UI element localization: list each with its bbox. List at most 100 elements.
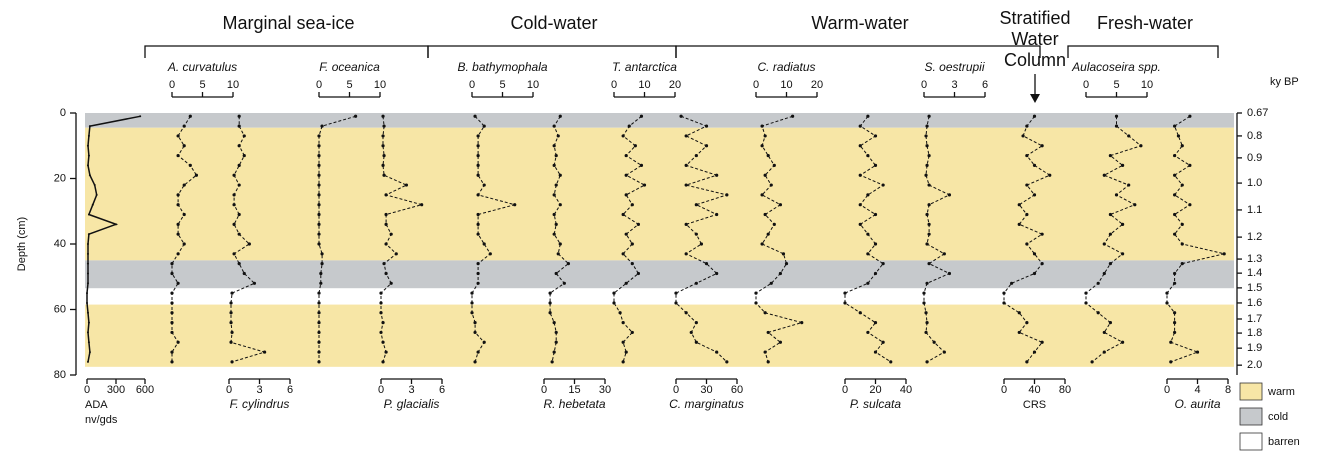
x-tick-label: 0 (169, 79, 175, 91)
data-point (725, 193, 729, 197)
x-tick-label: 80 (1059, 384, 1071, 396)
panel-name: F. oceanica (319, 60, 380, 74)
data-point (182, 144, 186, 148)
age-tick-label: 1.6 (1247, 297, 1262, 309)
data-point (1133, 203, 1137, 207)
data-point (1032, 252, 1037, 256)
data-point (791, 114, 795, 118)
data-point (684, 163, 688, 167)
group-bracket (1067, 45, 1219, 58)
data-point (476, 134, 480, 138)
data-point (232, 193, 236, 197)
data-point (1108, 153, 1112, 158)
data-point (87, 341, 90, 344)
data-point (482, 124, 486, 128)
data-point (554, 222, 558, 226)
x-tick-label: 300 (107, 384, 125, 396)
x-tick-label: 0 (1001, 384, 1007, 396)
data-point (1169, 340, 1173, 344)
data-point (873, 212, 878, 217)
x-tick-label: 600 (136, 384, 154, 396)
data-point (558, 203, 562, 207)
data-point (843, 301, 847, 305)
data-point (176, 340, 180, 344)
panel-name: B. bathymophala (457, 60, 547, 74)
data-point (642, 183, 647, 187)
data-point (237, 144, 241, 148)
series-line (318, 115, 356, 362)
data-point (170, 271, 174, 276)
x-tick-label: 20 (869, 384, 881, 396)
data-point (1165, 301, 1169, 305)
data-point (317, 144, 321, 148)
data-point (704, 124, 709, 128)
panel-name: R. hebetata (543, 397, 605, 411)
data-point (317, 212, 321, 217)
data-point (1102, 330, 1106, 335)
data-point (873, 350, 878, 354)
panel-unit: nv/gds (85, 414, 118, 426)
panel-name: A. curvatulus (167, 60, 237, 74)
data-point (232, 173, 236, 177)
x-tick-label: 4 (1194, 384, 1200, 396)
data-point (927, 203, 931, 207)
panel-name: Aulacoseira spp. (1071, 60, 1161, 74)
data-point (1173, 232, 1177, 236)
data-point (556, 134, 560, 138)
data-point (766, 330, 770, 335)
data-point (482, 183, 486, 187)
data-point (170, 262, 174, 266)
data-point (772, 222, 776, 226)
data-point (476, 281, 480, 285)
data-point (766, 153, 770, 158)
data-point (778, 203, 783, 207)
data-point (858, 124, 862, 128)
data-point (556, 252, 560, 256)
data-point (1090, 360, 1094, 364)
data-point (379, 291, 383, 295)
panel-name: ADA (85, 399, 108, 411)
data-point (552, 232, 556, 236)
x-tick-label: 10 (374, 79, 386, 91)
data-point (630, 203, 634, 207)
data-point (639, 114, 644, 118)
age-tick-label: 1.7 (1247, 313, 1262, 325)
data-point (476, 173, 480, 177)
data-point (389, 281, 393, 285)
data-point (925, 212, 929, 217)
data-point (621, 134, 625, 138)
data-point (194, 173, 198, 177)
x-tick-label: 3 (951, 79, 957, 91)
group-title: Water (1011, 29, 1058, 49)
data-point (947, 193, 952, 197)
data-point (1084, 301, 1088, 305)
group-title: Fresh-water (1097, 13, 1193, 33)
data-point (247, 242, 251, 246)
zone-band (85, 260, 1234, 289)
group-title: Warm-water (811, 13, 908, 33)
data-point (630, 330, 634, 335)
data-point (694, 321, 698, 325)
series-line (675, 115, 729, 363)
data-point (924, 330, 928, 335)
data-point (679, 114, 683, 118)
data-point (784, 262, 789, 266)
data-point (1173, 153, 1177, 158)
group-title: Column (1004, 50, 1066, 70)
data-point (86, 360, 89, 363)
data-point (1127, 183, 1131, 187)
data-point (760, 124, 764, 128)
data-point (1180, 242, 1184, 246)
x-tick-label: 20 (811, 79, 823, 91)
data-point (381, 114, 385, 118)
y-tick-label: 80 (54, 369, 66, 381)
data-point (384, 242, 388, 246)
data-point (476, 193, 480, 197)
x-tick-label: 0 (541, 384, 547, 396)
data-point (476, 350, 480, 354)
data-point (237, 232, 241, 236)
data-point (381, 321, 385, 325)
data-point (1002, 301, 1006, 305)
data-point (86, 144, 89, 147)
